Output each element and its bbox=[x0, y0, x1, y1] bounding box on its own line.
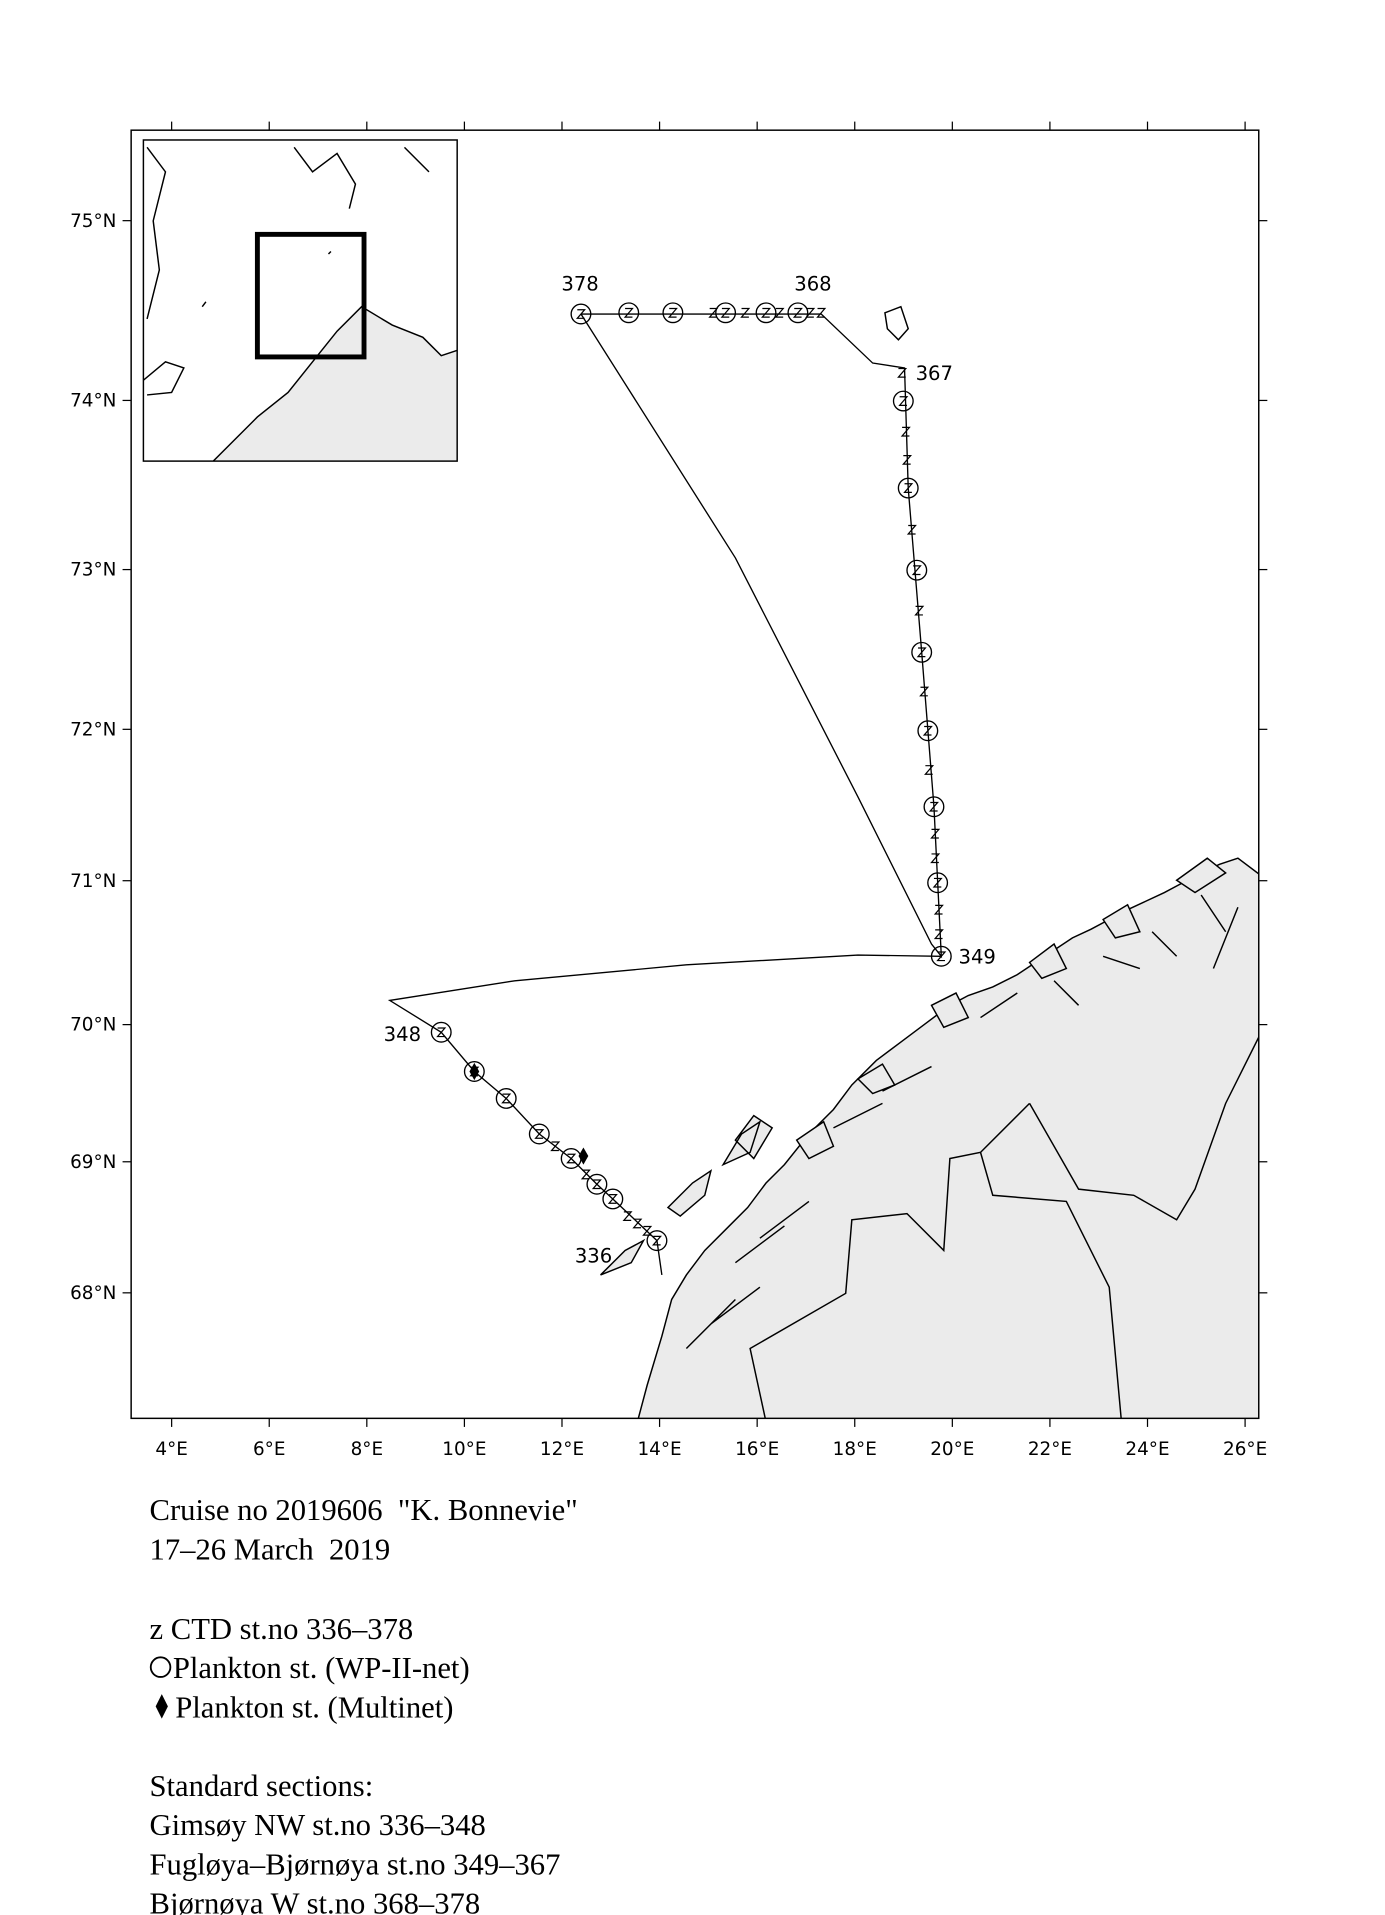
x-tick-label: 12°E bbox=[540, 1439, 584, 1460]
x-tick-label: 20°E bbox=[930, 1439, 974, 1460]
border-finland bbox=[979, 1152, 1122, 1419]
cruise-track bbox=[387, 313, 943, 1276]
x-tick-label: 4°E bbox=[155, 1439, 188, 1460]
map-frame bbox=[130, 129, 1260, 1420]
mainland bbox=[637, 857, 1259, 1419]
y-tick-label: 68°N bbox=[70, 1283, 116, 1304]
bjornoya bbox=[884, 305, 910, 341]
legend-diamond bbox=[155, 1694, 168, 1719]
station-label: 368 bbox=[794, 273, 831, 296]
caption: Cruise no 2019606 "K. Bonnevie" 17–26 Ma… bbox=[150, 1493, 578, 1915]
y-tick-label: 70°N bbox=[70, 1015, 116, 1036]
x-tick-label: 8°E bbox=[351, 1439, 383, 1460]
x-tick-label: 6°E bbox=[253, 1439, 286, 1460]
y-tick-label: 69°N bbox=[70, 1152, 116, 1173]
station-label: 367 bbox=[916, 362, 953, 385]
y-tick-label: 75°N bbox=[70, 211, 116, 232]
legend-circle bbox=[149, 1656, 172, 1678]
station-label: 348 bbox=[384, 1023, 421, 1046]
legend-wp2: Plankton st. (WP-II-net) bbox=[173, 1651, 470, 1685]
sections-title: Standard sections: bbox=[150, 1769, 374, 1803]
station-label: 336 bbox=[575, 1245, 612, 1268]
station-label: 378 bbox=[561, 273, 598, 296]
legend-ctd: z CTD st.no 336–378 bbox=[150, 1612, 414, 1646]
section: Gimsøy NW st.no 336–348 bbox=[150, 1808, 486, 1842]
section: Fugløya–Bjørnøya st.no 349–367 bbox=[150, 1847, 561, 1881]
y-tick-label: 73°N bbox=[70, 560, 116, 581]
x-tick-label: 18°E bbox=[833, 1439, 877, 1460]
y-tick-label: 74°N bbox=[70, 391, 116, 412]
x-tick-label: 26°E bbox=[1223, 1439, 1267, 1460]
border-sweden bbox=[749, 1102, 1031, 1419]
y-tick-label: 72°N bbox=[70, 719, 116, 740]
border-north bbox=[1028, 1035, 1259, 1221]
section: Bjørnøya W st.no 368–378 bbox=[150, 1887, 481, 1915]
legend-multinet: Plankton st. (Multinet) bbox=[175, 1690, 453, 1724]
station-labels: 378 368 367 349 348 336 bbox=[384, 273, 996, 1268]
inset-map bbox=[142, 139, 458, 462]
y-tick-label: 71°N bbox=[70, 871, 116, 892]
map-body bbox=[387, 302, 1259, 1419]
x-tick-label: 10°E bbox=[442, 1439, 486, 1460]
fjords bbox=[685, 894, 1239, 1350]
axis-ticks: 4°E 6°E 8°E 10°E 12°E 14°E 16°E 18°E 20°E 22°E 24°… bbox=[70, 121, 1268, 1460]
x-tick-label: 16°E bbox=[735, 1439, 779, 1460]
wp2-stations bbox=[430, 302, 952, 1252]
x-tick-label: 24°E bbox=[1125, 1439, 1169, 1460]
station-label: 349 bbox=[958, 946, 995, 969]
cruise-title: Cruise no 2019606 "K. Bonnevie" bbox=[150, 1493, 578, 1527]
x-tick-label: 22°E bbox=[1028, 1439, 1072, 1460]
x-tick-label: 14°E bbox=[637, 1439, 681, 1460]
cruise-dates: 17–26 March 2019 bbox=[150, 1532, 391, 1566]
